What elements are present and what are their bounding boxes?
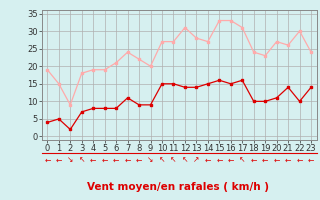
Text: ←: ←: [90, 156, 96, 164]
Text: ←: ←: [113, 156, 119, 164]
Text: ↘: ↘: [147, 156, 154, 164]
Text: ←: ←: [285, 156, 291, 164]
Text: ←: ←: [251, 156, 257, 164]
Text: ←: ←: [228, 156, 234, 164]
Text: ↖: ↖: [78, 156, 85, 164]
Text: ←: ←: [308, 156, 314, 164]
Text: ↖: ↖: [239, 156, 245, 164]
Text: ←: ←: [136, 156, 142, 164]
Text: ←: ←: [216, 156, 222, 164]
Text: ←: ←: [274, 156, 280, 164]
Text: ←: ←: [262, 156, 268, 164]
Text: ←: ←: [44, 156, 51, 164]
Text: ↖: ↖: [170, 156, 177, 164]
Text: Vent moyen/en rafales ( km/h ): Vent moyen/en rafales ( km/h ): [87, 182, 268, 192]
Text: ←: ←: [124, 156, 131, 164]
Text: ←: ←: [296, 156, 303, 164]
Text: ↘: ↘: [67, 156, 74, 164]
Text: ↗: ↗: [193, 156, 200, 164]
Text: ←: ←: [101, 156, 108, 164]
Text: ←: ←: [205, 156, 211, 164]
Text: ↖: ↖: [182, 156, 188, 164]
Text: ←: ←: [56, 156, 62, 164]
Text: ↖: ↖: [159, 156, 165, 164]
